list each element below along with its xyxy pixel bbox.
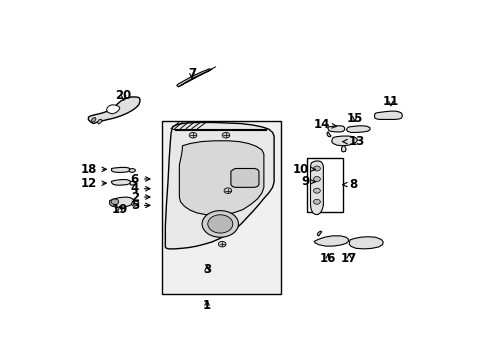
Text: 16: 16 [320, 252, 336, 265]
Text: 15: 15 [346, 112, 362, 125]
Text: 9: 9 [301, 175, 315, 188]
Polygon shape [88, 97, 140, 123]
Circle shape [313, 188, 320, 193]
Circle shape [313, 199, 320, 204]
Circle shape [189, 132, 196, 138]
Polygon shape [111, 167, 130, 172]
Polygon shape [129, 168, 135, 172]
Circle shape [313, 176, 320, 181]
Polygon shape [341, 146, 346, 152]
Polygon shape [310, 161, 323, 215]
Polygon shape [317, 231, 321, 236]
Text: 4: 4 [130, 182, 150, 195]
Text: 1: 1 [203, 299, 211, 312]
Text: 6: 6 [130, 172, 150, 185]
Text: 2: 2 [130, 190, 150, 203]
Polygon shape [346, 126, 369, 132]
Text: 8: 8 [342, 178, 357, 191]
Text: 14: 14 [313, 118, 336, 131]
Polygon shape [91, 117, 96, 122]
Circle shape [313, 166, 320, 171]
Circle shape [207, 215, 232, 233]
Text: 13: 13 [342, 135, 365, 148]
Polygon shape [111, 180, 131, 185]
Polygon shape [130, 181, 136, 185]
Polygon shape [230, 168, 259, 187]
Polygon shape [106, 105, 120, 114]
Text: 12: 12 [81, 177, 106, 190]
Polygon shape [97, 119, 102, 124]
Text: 7: 7 [187, 67, 196, 80]
Polygon shape [326, 132, 330, 137]
Polygon shape [348, 237, 383, 249]
Text: 10: 10 [292, 163, 315, 176]
Circle shape [224, 188, 231, 193]
Circle shape [202, 211, 238, 237]
Text: 3: 3 [203, 262, 211, 276]
Text: 18: 18 [81, 163, 106, 176]
Polygon shape [331, 136, 357, 146]
Polygon shape [179, 141, 264, 215]
Polygon shape [374, 111, 401, 120]
Bar [307, 158, 343, 212]
Polygon shape [109, 197, 134, 207]
Circle shape [218, 242, 225, 247]
Bar [161, 121, 280, 294]
Polygon shape [314, 236, 347, 246]
Text: 5: 5 [130, 199, 150, 212]
Text: 20: 20 [115, 89, 131, 102]
Text: 19: 19 [111, 203, 128, 216]
Circle shape [111, 199, 119, 204]
Text: 11: 11 [382, 95, 398, 108]
Polygon shape [176, 69, 210, 87]
Polygon shape [327, 126, 344, 132]
Circle shape [222, 132, 229, 138]
Polygon shape [131, 201, 139, 206]
Polygon shape [165, 122, 274, 249]
Text: 17: 17 [340, 252, 357, 265]
